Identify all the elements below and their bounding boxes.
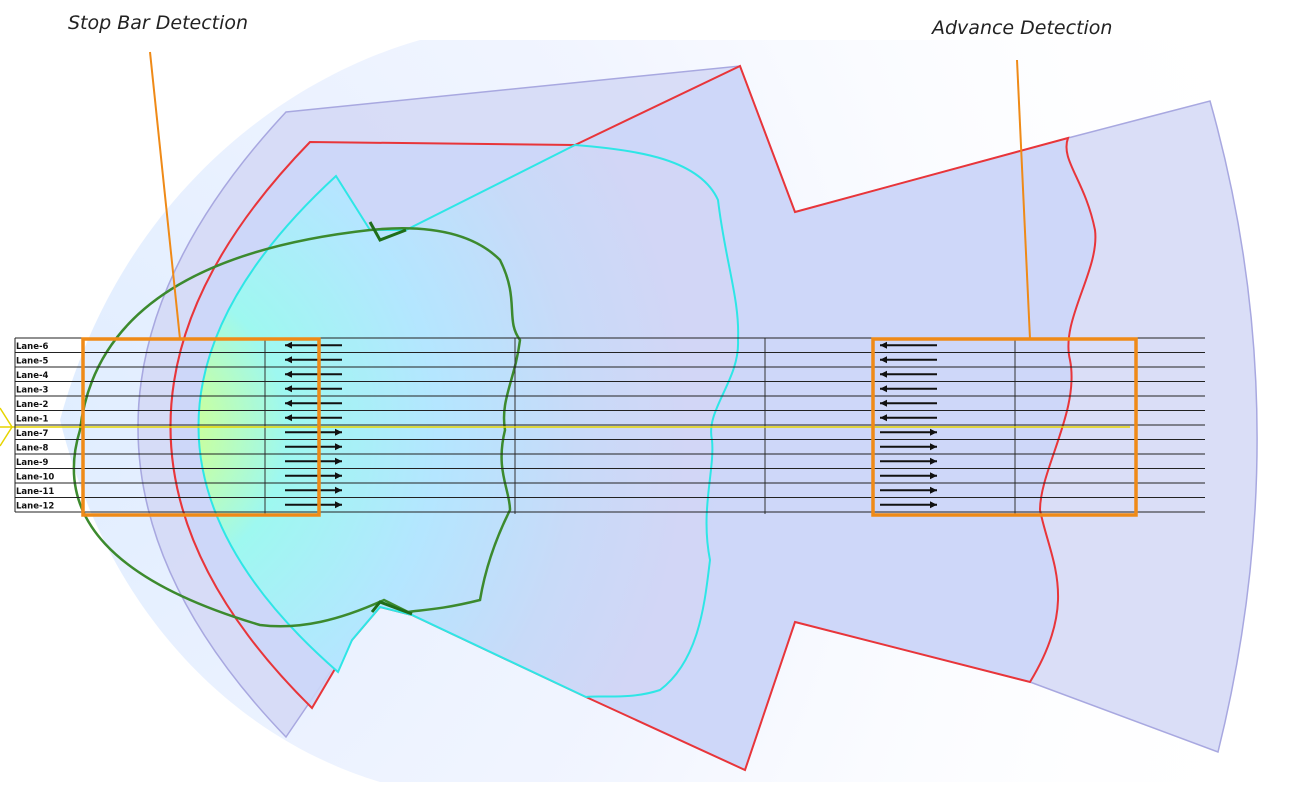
lane-arrow-head xyxy=(880,341,887,349)
lane-label: Lane-4 xyxy=(16,371,48,381)
lane-arrow-head xyxy=(285,370,292,378)
lane-arrow-head xyxy=(930,486,937,494)
stop-bar-detection-callout: Stop Bar Detection xyxy=(68,12,249,34)
lane-arrow-head xyxy=(285,356,292,364)
lane-arrow-head xyxy=(285,414,292,422)
green-notch-bottom xyxy=(370,600,413,616)
lane-arrow-head xyxy=(930,472,937,480)
lane-arrow-head xyxy=(880,385,887,393)
sensor-origin-icon xyxy=(0,407,13,447)
green-zone xyxy=(72,227,522,628)
lane-arrow-head xyxy=(335,443,342,451)
lane-arrow-head xyxy=(880,414,887,422)
lane-label: Lane-8 xyxy=(16,443,48,453)
lane-arrow-head xyxy=(930,501,937,509)
lane-label: Lane-5 xyxy=(16,356,48,366)
stop-bar-detection-box xyxy=(81,337,321,517)
cyan-zone xyxy=(197,143,740,699)
lane-arrow-head xyxy=(880,356,887,364)
lane-arrow-head xyxy=(335,501,342,509)
lane-label: Lane-12 xyxy=(16,501,54,511)
lane-label: Lane-9 xyxy=(16,458,48,468)
stop-bar-leader-line xyxy=(149,51,181,340)
lane-arrow-head xyxy=(930,457,937,465)
green-notch-top xyxy=(368,221,407,242)
lane-label: Lane-7 xyxy=(16,429,48,439)
advance-leader-line xyxy=(1016,59,1031,340)
lane-label: Lane-6 xyxy=(16,342,48,352)
lane-label: Lane-2 xyxy=(16,400,48,410)
lane-arrow-head xyxy=(930,428,937,436)
lane-label: Lane-3 xyxy=(16,385,48,395)
lane-arrow-head xyxy=(285,341,292,349)
lane-arrow-head xyxy=(335,472,342,480)
lane-arrow-head xyxy=(880,399,887,407)
lane-group: Lane-6 Lane-5 Lane-4 Lane-3 Lane-2 Lane-1 Lane… xyxy=(14,337,1205,513)
advance-detection-box xyxy=(871,337,1138,517)
lane-arrow-head xyxy=(335,457,342,465)
lane-arrow-head xyxy=(335,486,342,494)
advance-detection-callout: Advance Detection xyxy=(932,17,1113,39)
lane-label: Lane-11 xyxy=(16,487,54,497)
lane-label: Lane-1 xyxy=(16,414,48,424)
lane-label: Lane-10 xyxy=(16,472,54,482)
lane-arrow-head xyxy=(285,385,292,393)
lane-arrow-head xyxy=(335,428,342,436)
lane-arrow-head xyxy=(930,443,937,451)
lane-arrow-head xyxy=(880,370,887,378)
lane-arrow-head xyxy=(285,399,292,407)
